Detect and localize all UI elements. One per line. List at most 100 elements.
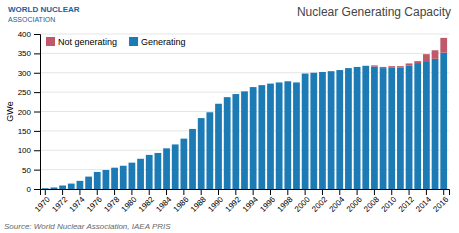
bar — [59, 186, 66, 189]
legend: Not generating Generating — [46, 37, 186, 47]
x-axis: 1970197219741976197819801982198419861988… — [33, 189, 451, 214]
tick: 1980 — [120, 189, 139, 214]
bar — [241, 91, 248, 189]
bar — [137, 158, 144, 159]
bar — [232, 94, 239, 95]
legend-item: Not generating — [46, 37, 117, 47]
tick: 1976 — [85, 189, 104, 214]
tick-mark — [357, 189, 358, 195]
tick-label: 1984 — [154, 195, 173, 214]
tick-label: 1996 — [258, 195, 277, 214]
bar — [198, 118, 205, 119]
tick: 250 — [18, 88, 40, 97]
bar — [328, 71, 335, 72]
tick-mark — [34, 112, 40, 113]
bar — [42, 188, 49, 189]
bar — [206, 112, 213, 113]
bar — [258, 85, 265, 189]
bar — [319, 71, 326, 72]
tick-mark — [409, 189, 410, 195]
tick: 2000 — [293, 189, 312, 214]
bar — [423, 61, 430, 189]
tick-mark — [34, 34, 40, 35]
tick-mark — [305, 189, 306, 195]
bar — [103, 170, 110, 189]
tick-mark — [97, 189, 98, 195]
tick: 1992 — [224, 189, 243, 214]
bar — [137, 159, 144, 189]
tick: 1972 — [50, 189, 69, 214]
tick-label: 1990 — [206, 195, 225, 214]
tick: 2014 — [414, 189, 433, 214]
bar — [180, 139, 187, 189]
tick-label: 1994 — [241, 195, 260, 214]
bar — [345, 68, 352, 189]
legend-label: Generating — [141, 37, 186, 47]
tick-mark — [218, 189, 219, 195]
tick-label: 1986 — [172, 195, 191, 214]
tick-mark — [34, 53, 40, 54]
bar — [362, 66, 369, 189]
tick-label: 100 — [18, 146, 32, 155]
tick-label: 1972 — [50, 195, 69, 214]
tick-mark — [322, 189, 323, 195]
y-axis: 050100150200250300350400 — [18, 30, 41, 194]
tick-label: 2014 — [414, 195, 433, 214]
tick-label: 2016 — [431, 195, 450, 214]
bar — [371, 67, 378, 189]
tick-label: 2012 — [397, 195, 416, 214]
tick-label: 350 — [18, 49, 32, 58]
tick-mark — [34, 73, 40, 74]
bar — [276, 82, 283, 189]
bar — [129, 162, 136, 163]
tick-mark — [114, 189, 115, 195]
tick: 1990 — [206, 189, 225, 214]
bar — [163, 148, 170, 189]
tick: 150 — [18, 127, 40, 136]
bar — [432, 50, 439, 59]
source: Source: World Nuclear Association, IAEA … — [4, 222, 171, 231]
bar — [155, 153, 162, 189]
bar — [380, 67, 387, 68]
bar — [172, 144, 179, 145]
bar — [111, 168, 118, 189]
bar — [68, 183, 75, 184]
bar — [345, 68, 352, 69]
bar — [111, 167, 118, 168]
bar — [380, 68, 387, 189]
bar — [77, 180, 84, 181]
grid-line — [40, 34, 449, 35]
tick: 100 — [18, 146, 40, 155]
grid — [40, 34, 449, 189]
bar — [276, 82, 283, 83]
bar — [189, 128, 196, 129]
bar — [51, 187, 58, 188]
tick: 1982 — [137, 189, 156, 214]
tick: 2012 — [397, 189, 416, 214]
tick-label: 50 — [22, 166, 31, 175]
tick-mark — [149, 189, 150, 195]
bar — [215, 104, 222, 189]
bar — [336, 70, 343, 189]
tick-label: 0 — [27, 185, 32, 194]
tick: 1988 — [189, 189, 208, 214]
tick-label: 1980 — [120, 195, 139, 214]
bar — [94, 172, 101, 189]
bar — [120, 165, 127, 166]
bar — [284, 81, 291, 82]
tick-mark — [34, 150, 40, 151]
tick-mark — [374, 189, 375, 195]
tick-label: 1992 — [224, 195, 243, 214]
tick-label: 1998 — [276, 195, 295, 214]
bar — [120, 166, 127, 189]
tick-mark — [45, 189, 46, 195]
tick: 1970 — [33, 189, 52, 214]
axis-line — [41, 190, 450, 196]
bar — [310, 72, 317, 73]
bar — [414, 63, 421, 189]
bar — [267, 84, 274, 189]
bar — [250, 87, 257, 88]
bar — [440, 38, 447, 53]
tick: 0 — [27, 185, 40, 194]
tick: 1974 — [68, 189, 87, 214]
